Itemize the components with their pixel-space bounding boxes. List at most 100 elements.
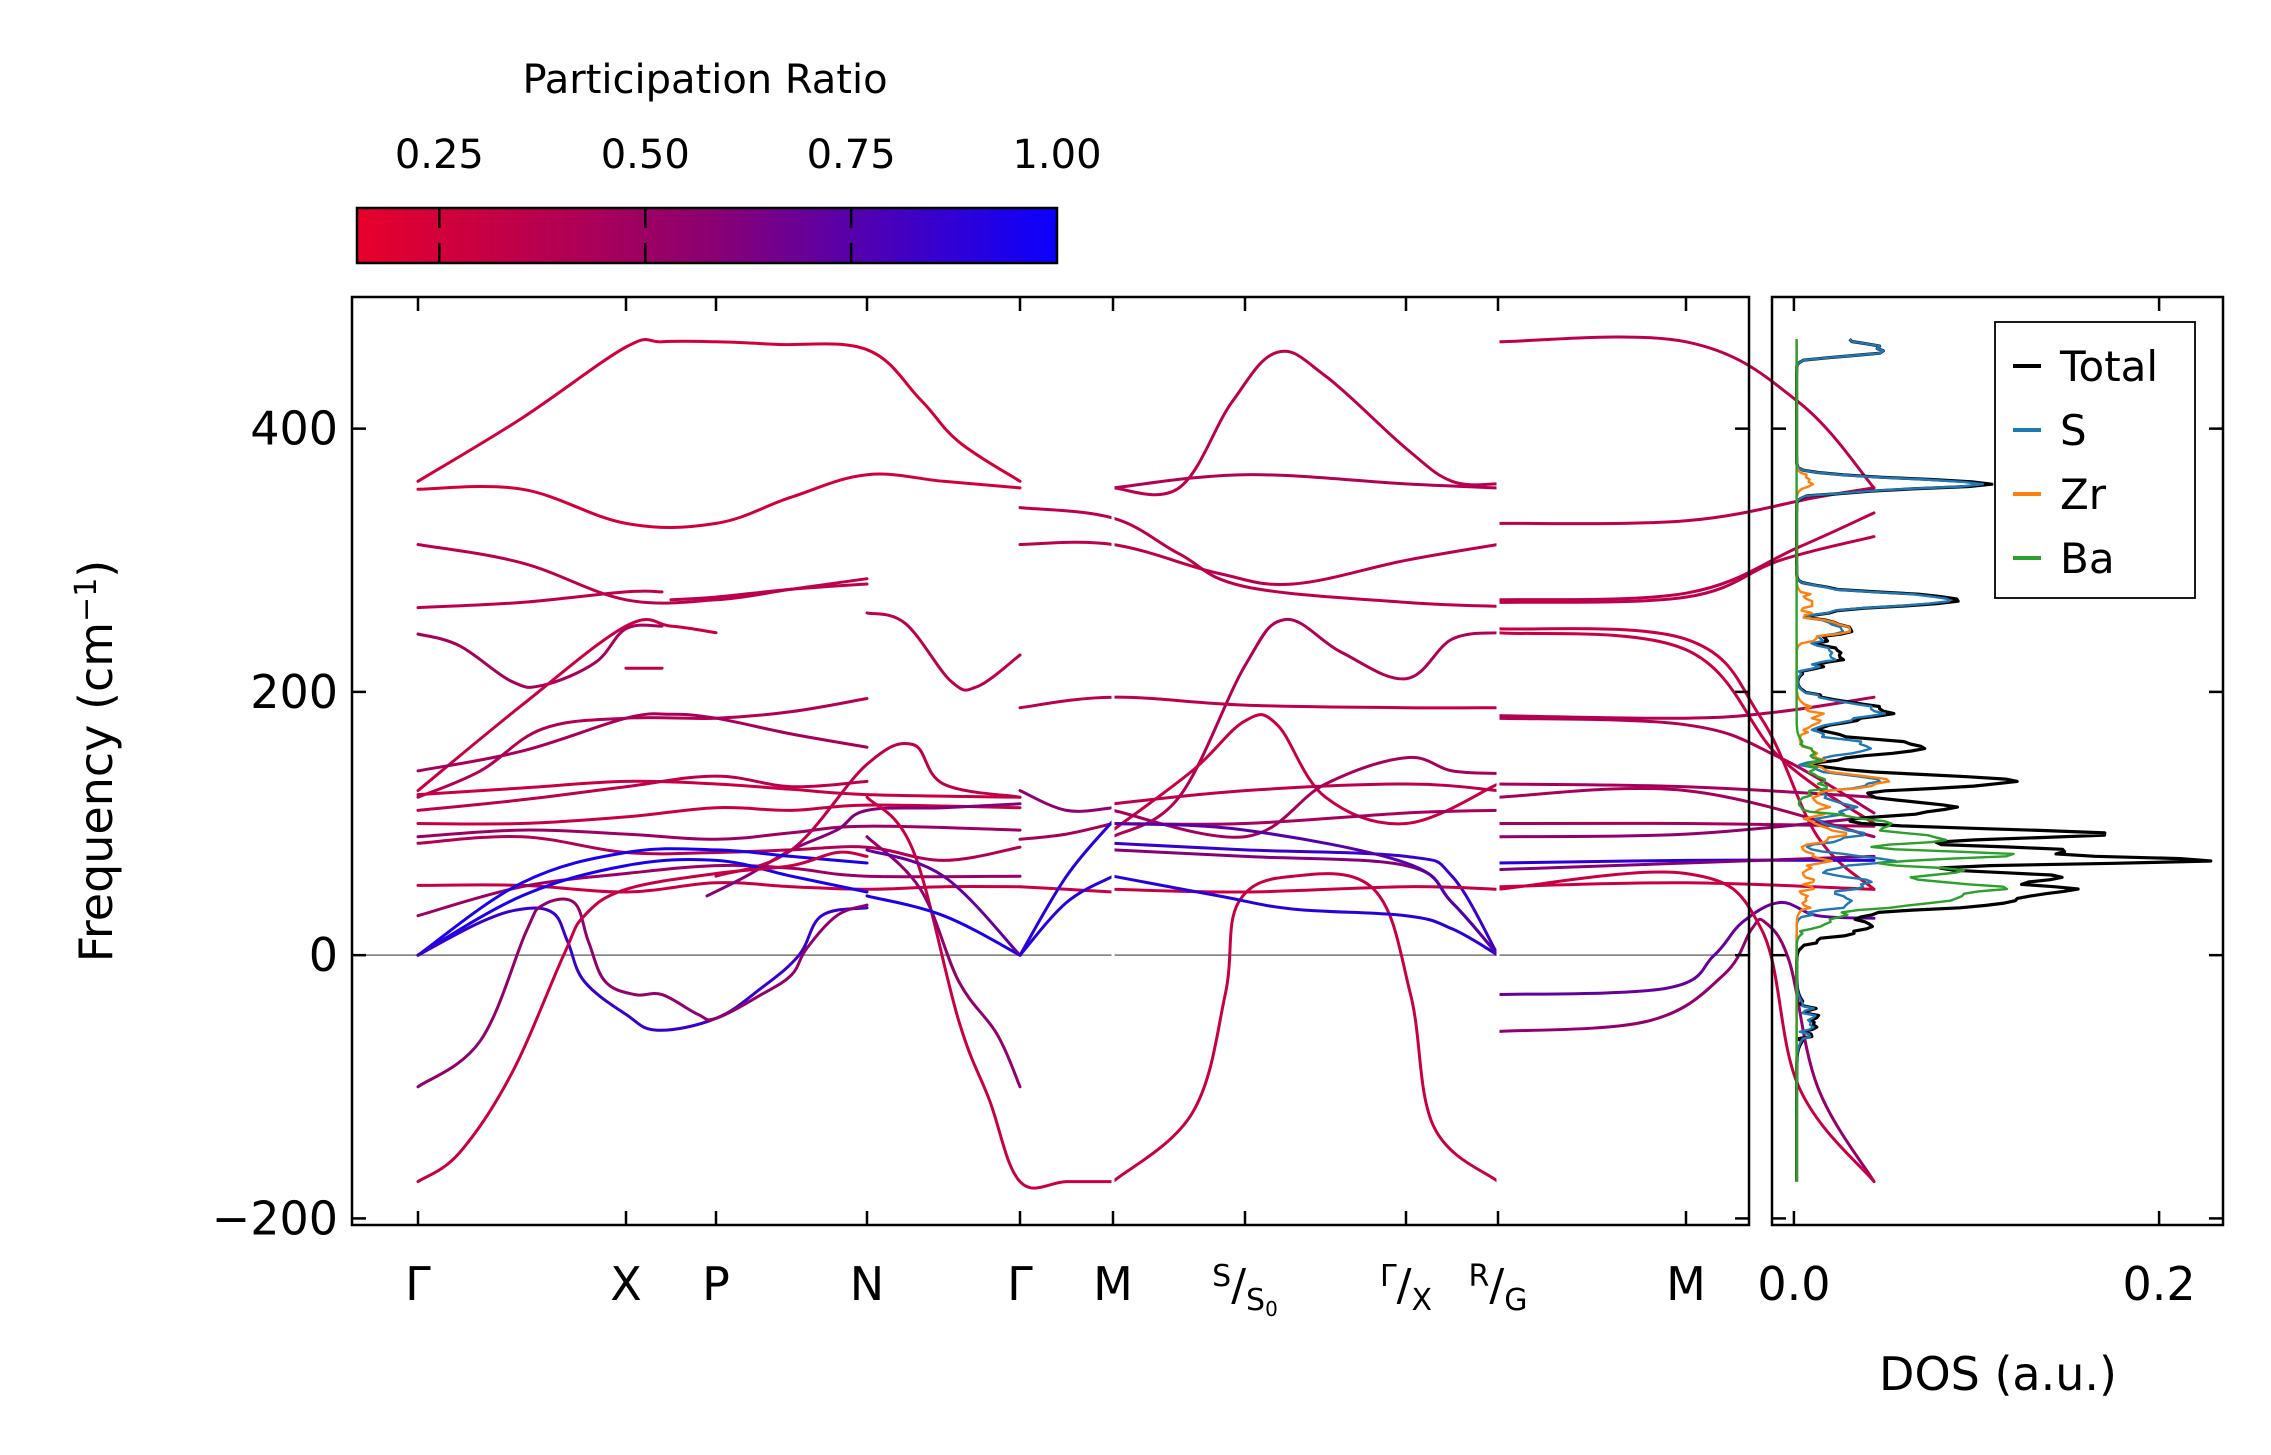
band-line <box>1018 540 1500 586</box>
band-line <box>1018 789 1115 813</box>
band-line <box>1111 713 1500 832</box>
band-line <box>1111 885 1500 894</box>
band-line <box>1496 815 1876 839</box>
band-line <box>1018 885 1115 894</box>
colorbar-tick-label: 1.00 <box>1012 132 1101 178</box>
band-line <box>1496 716 1876 815</box>
band-line <box>416 850 869 1184</box>
kpath-label: Γ <box>405 1257 431 1311</box>
band-line <box>416 779 1022 799</box>
band-line <box>416 803 1022 826</box>
y-tick-label: −200 <box>212 1191 338 1245</box>
band-line <box>1496 786 1876 839</box>
kpath-label: X <box>610 1257 642 1311</box>
colorbar-tick-label: 0.25 <box>395 132 484 178</box>
band-line <box>1111 617 1500 839</box>
band-line <box>416 472 1022 529</box>
band-line <box>865 835 1022 1089</box>
segment-break <box>1496 299 1500 1223</box>
band-line <box>1111 872 1500 1184</box>
band-line <box>416 847 869 957</box>
legend: Total S Zr Ba <box>1994 321 2196 599</box>
band-line <box>416 906 869 1032</box>
band-line <box>1111 874 1500 957</box>
band-line <box>416 543 869 605</box>
legend-label-s: S <box>2060 406 2087 455</box>
band-line <box>1496 486 1876 526</box>
dos-plot: 0.0 0.2 DOS (a.u.) Total S Zr Ba <box>1757 295 2225 1401</box>
band-line <box>1496 335 1876 490</box>
band-line <box>669 582 869 602</box>
band-line <box>1496 535 1876 604</box>
band-line <box>865 848 1022 957</box>
band-line <box>416 897 869 1089</box>
band-line <box>1111 841 1500 957</box>
kpath-label: S/S0 <box>1212 1259 1278 1321</box>
dos-curve-zr <box>1795 339 1891 1182</box>
band-line <box>416 857 869 957</box>
legend-label-total: Total <box>2059 342 2158 391</box>
band-line <box>705 802 1022 898</box>
colorbar-tick-label: 0.50 <box>601 132 690 178</box>
band-line <box>1018 822 1115 841</box>
band-line <box>1496 627 1876 891</box>
dos-x-tick-label: 0.2 <box>2123 1257 2196 1311</box>
dos-x-tick-label: 0.0 <box>1757 1257 1830 1311</box>
frequency-axis-ticks: −200 0 200 400 <box>212 402 1749 1245</box>
band-line <box>416 824 1022 841</box>
legend-label-ba: Ba <box>2060 534 2115 583</box>
band-line <box>1496 782 1876 799</box>
band-line <box>714 741 1022 878</box>
phonon-bands <box>416 299 1876 1223</box>
kpath-label: Γ <box>1007 1257 1033 1311</box>
frequency-axis-label: Frequency (cm−1) <box>69 560 123 963</box>
band-line <box>416 618 718 793</box>
band-line <box>416 863 1022 918</box>
dos-x-ticks: 0.0 0.2 <box>1757 297 2196 1311</box>
colorbar-gradient <box>355 206 1059 265</box>
dos-axis-label: DOS (a.u.) <box>1879 1347 2117 1401</box>
band-line <box>1018 874 1115 957</box>
colorbar-label: Participation Ratio <box>522 57 887 103</box>
colorbar: Participation Ratio 0.25 0.50 0.75 1.00 <box>355 57 1102 265</box>
y-tick-label: 0 <box>309 928 338 982</box>
dos-curves <box>1795 338 2213 1182</box>
colorbar-ticks: 0.25 0.50 0.75 1.00 <box>395 132 1102 263</box>
dos-plot-frame <box>1770 295 2225 1227</box>
band-line <box>1111 473 1500 490</box>
y-tick-label: 400 <box>250 402 338 456</box>
band-line <box>416 774 869 812</box>
band-line <box>416 338 1022 483</box>
band-line <box>1111 808 1500 826</box>
band-structure-plot: −200 0 200 400 Γ X P N Γ M S/S0 Γ/X R/G M Frequency … <box>69 295 1876 1321</box>
band-line <box>1018 819 1115 957</box>
kpath-label: N <box>850 1257 884 1311</box>
band-line <box>865 795 1115 1190</box>
band-line <box>1496 854 1876 872</box>
dos-curve-ba <box>1795 339 2015 1182</box>
band-line <box>1496 695 1876 720</box>
band-line <box>416 712 869 773</box>
band-line <box>1111 822 1500 957</box>
y-tick-label: 200 <box>250 665 338 719</box>
band-line <box>416 589 664 610</box>
band-line <box>1496 917 1876 1184</box>
kpath-label: P <box>702 1257 730 1311</box>
band-line <box>1018 506 1500 608</box>
kpath-label: M <box>1093 1257 1133 1311</box>
band-line <box>1496 870 1876 1184</box>
kpath-label: M <box>1666 1257 1706 1311</box>
segment-break <box>1111 299 1115 1223</box>
band-line <box>865 894 1022 957</box>
band-line <box>1018 695 1500 710</box>
band-line <box>1496 511 1876 602</box>
band-line <box>1111 755 1500 839</box>
kpath-label: Γ/X <box>1380 1259 1432 1318</box>
legend-label-zr: Zr <box>2060 470 2107 519</box>
band-line <box>416 623 664 689</box>
kpath-ticks: Γ X P N Γ M S/S0 Γ/X R/G M <box>405 297 1706 1321</box>
band-line <box>1111 782 1500 806</box>
colorbar-tick-label: 0.75 <box>807 132 896 178</box>
band-line <box>1496 881 1876 891</box>
